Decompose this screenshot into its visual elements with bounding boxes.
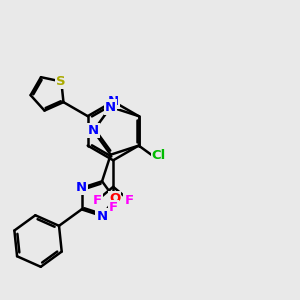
Text: F: F bbox=[124, 194, 134, 207]
Text: N: N bbox=[105, 100, 116, 113]
Text: O: O bbox=[109, 192, 120, 205]
Text: S: S bbox=[56, 75, 66, 88]
Text: N: N bbox=[97, 209, 108, 223]
Text: N: N bbox=[108, 95, 119, 108]
Text: N: N bbox=[76, 182, 87, 194]
Text: F: F bbox=[93, 194, 102, 207]
Text: N: N bbox=[88, 124, 99, 137]
Text: F: F bbox=[109, 201, 118, 214]
Text: Cl: Cl bbox=[152, 149, 166, 162]
